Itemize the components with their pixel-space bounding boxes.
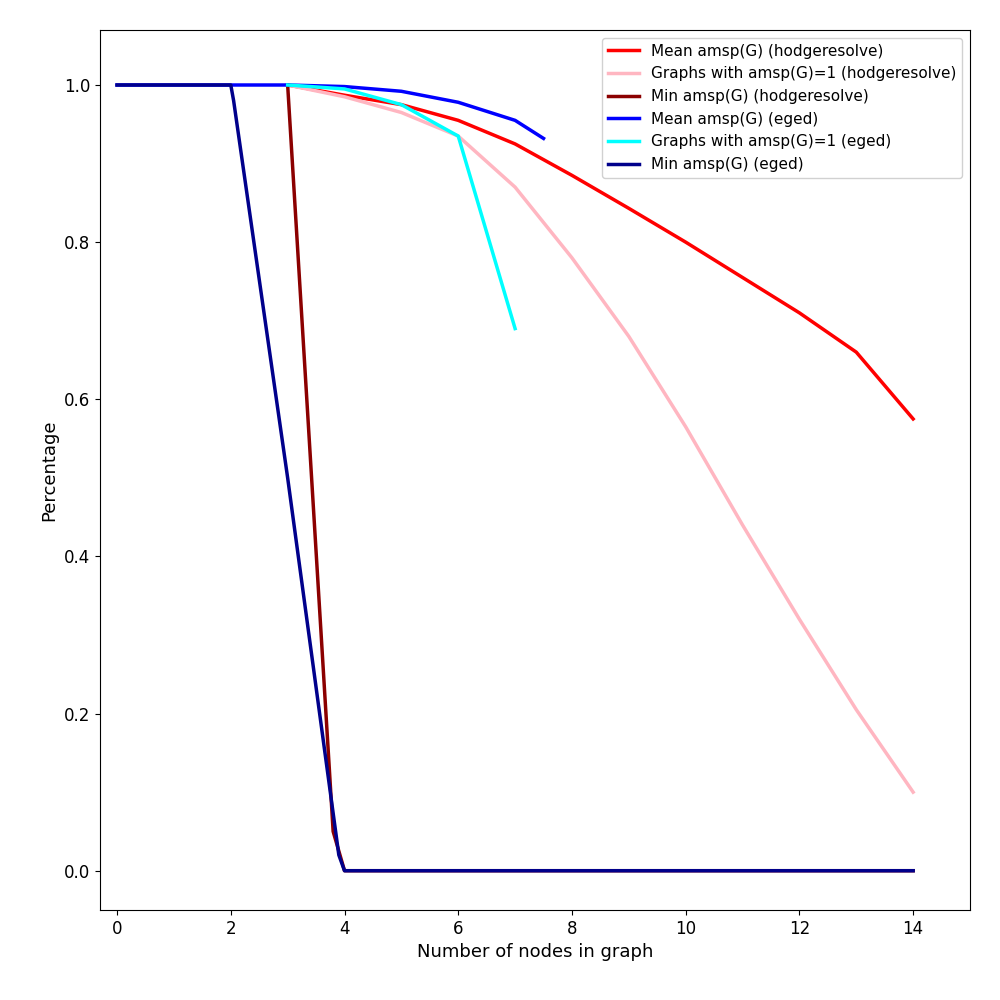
Min amsp(G) (eged)	[566, 865, 578, 877]
Mean amsp(G) (hodgeresolve)	[509, 138, 521, 150]
Graphs with amsp(G)=1 (eged)	[339, 83, 351, 95]
Min amsp(G) (eged)	[333, 849, 345, 861]
Graphs with amsp(G)=1 (eged)	[282, 79, 294, 91]
Min amsp(G) (hodgeresolve)	[395, 865, 407, 877]
Graphs with amsp(G)=1 (eged)	[509, 323, 521, 335]
Min amsp(G) (eged)	[111, 79, 123, 91]
Mean amsp(G) (eged)	[339, 81, 351, 93]
Mean amsp(G) (hodgeresolve)	[566, 169, 578, 181]
Graphs with amsp(G)=1 (hodgeresolve)	[509, 181, 521, 193]
Min amsp(G) (eged)	[225, 79, 237, 91]
Min amsp(G) (hodgeresolve)	[623, 865, 635, 877]
Mean amsp(G) (eged)	[395, 85, 407, 97]
Min amsp(G) (hodgeresolve)	[339, 865, 351, 877]
Min amsp(G) (eged)	[907, 865, 919, 877]
Mean amsp(G) (eged)	[282, 79, 294, 91]
Mean amsp(G) (hodgeresolve)	[339, 89, 351, 101]
Min amsp(G) (hodgeresolve)	[793, 865, 805, 877]
Graphs with amsp(G)=1 (hodgeresolve)	[282, 79, 294, 91]
Graphs with amsp(G)=1 (hodgeresolve)	[623, 330, 635, 342]
X-axis label: Number of nodes in graph: Number of nodes in graph	[417, 943, 653, 961]
Mean amsp(G) (eged)	[509, 114, 521, 126]
Min amsp(G) (eged)	[282, 472, 294, 484]
Min amsp(G) (hodgeresolve)	[282, 79, 294, 91]
Mean amsp(G) (eged)	[452, 96, 464, 108]
Graphs with amsp(G)=1 (eged)	[452, 130, 464, 142]
Graphs with amsp(G)=1 (hodgeresolve)	[680, 421, 692, 433]
Line: Mean amsp(G) (eged): Mean amsp(G) (eged)	[117, 85, 544, 138]
Min amsp(G) (eged)	[228, 95, 240, 107]
Min amsp(G) (eged)	[395, 865, 407, 877]
Graphs with amsp(G)=1 (eged)	[395, 99, 407, 111]
Mean amsp(G) (hodgeresolve)	[452, 114, 464, 126]
Mean amsp(G) (eged)	[111, 79, 123, 91]
Min amsp(G) (hodgeresolve)	[850, 865, 862, 877]
Min amsp(G) (hodgeresolve)	[737, 865, 749, 877]
Mean amsp(G) (eged)	[538, 132, 550, 144]
Legend: Mean amsp(G) (hodgeresolve), Graphs with amsp(G)=1 (hodgeresolve), Min amsp(G) (: Mean amsp(G) (hodgeresolve), Graphs with…	[602, 38, 962, 178]
Min amsp(G) (hodgeresolve)	[452, 865, 464, 877]
Mean amsp(G) (hodgeresolve)	[850, 346, 862, 358]
Min amsp(G) (hodgeresolve)	[907, 865, 919, 877]
Graphs with amsp(G)=1 (hodgeresolve)	[566, 252, 578, 264]
Min amsp(G) (eged)	[509, 865, 521, 877]
Min amsp(G) (hodgeresolve)	[680, 865, 692, 877]
Min amsp(G) (hodgeresolve)	[566, 865, 578, 877]
Graphs with amsp(G)=1 (hodgeresolve)	[793, 613, 805, 625]
Line: Min amsp(G) (eged): Min amsp(G) (eged)	[117, 85, 913, 871]
Graphs with amsp(G)=1 (hodgeresolve)	[850, 704, 862, 716]
Mean amsp(G) (hodgeresolve)	[680, 236, 692, 248]
Line: Graphs with amsp(G)=1 (hodgeresolve): Graphs with amsp(G)=1 (hodgeresolve)	[288, 85, 913, 792]
Mean amsp(G) (eged)	[225, 79, 237, 91]
Graphs with amsp(G)=1 (hodgeresolve)	[737, 519, 749, 531]
Mean amsp(G) (hodgeresolve)	[793, 307, 805, 319]
Graphs with amsp(G)=1 (hodgeresolve)	[907, 786, 919, 798]
Mean amsp(G) (hodgeresolve)	[737, 272, 749, 284]
Y-axis label: Percentage: Percentage	[40, 419, 58, 521]
Mean amsp(G) (hodgeresolve)	[623, 202, 635, 214]
Min amsp(G) (hodgeresolve)	[327, 825, 339, 837]
Min amsp(G) (eged)	[452, 865, 464, 877]
Line: Mean amsp(G) (hodgeresolve): Mean amsp(G) (hodgeresolve)	[288, 85, 913, 419]
Graphs with amsp(G)=1 (hodgeresolve)	[395, 107, 407, 119]
Line: Min amsp(G) (hodgeresolve): Min amsp(G) (hodgeresolve)	[288, 85, 913, 871]
Min amsp(G) (eged)	[339, 865, 351, 877]
Min amsp(G) (hodgeresolve)	[509, 865, 521, 877]
Mean amsp(G) (hodgeresolve)	[282, 79, 294, 91]
Mean amsp(G) (hodgeresolve)	[395, 99, 407, 111]
Graphs with amsp(G)=1 (hodgeresolve)	[452, 130, 464, 142]
Line: Graphs with amsp(G)=1 (eged): Graphs with amsp(G)=1 (eged)	[288, 85, 515, 329]
Graphs with amsp(G)=1 (hodgeresolve)	[339, 91, 351, 103]
Mean amsp(G) (hodgeresolve)	[907, 413, 919, 425]
